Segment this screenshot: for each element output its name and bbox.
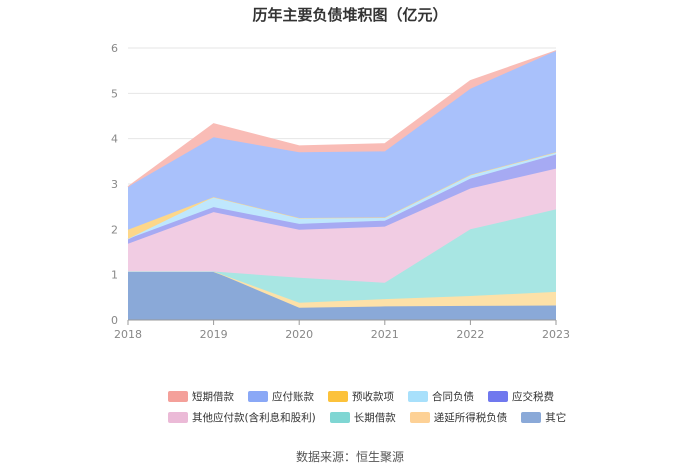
legend-item[interactable]: 其它 bbox=[521, 410, 566, 425]
area-应付账款 bbox=[128, 50, 556, 230]
legend-swatch bbox=[168, 412, 188, 423]
legend-item[interactable]: 长期借款 bbox=[329, 410, 396, 425]
legend-label: 递延所得税负债 bbox=[433, 412, 508, 424]
legend-label: 应付账款 bbox=[272, 391, 314, 403]
area-合同负债 bbox=[128, 152, 556, 239]
y-tick-label: 3 bbox=[111, 178, 118, 191]
x-tick-label: 2023 bbox=[542, 328, 570, 341]
legend-swatch bbox=[488, 391, 508, 402]
legend-item[interactable]: 短期借款 bbox=[168, 389, 234, 404]
area-其他应付款(含利息和股利) bbox=[128, 168, 556, 283]
area-长期借款 bbox=[128, 209, 556, 303]
x-tick-label: 2019 bbox=[200, 328, 228, 341]
legend-row-1: 短期借款 应付账款 预收款项 合同负债 应交税费 bbox=[168, 389, 554, 404]
legend-item[interactable]: 应交税费 bbox=[488, 389, 554, 404]
legend-item[interactable]: 其他应付款(含利息和股利) bbox=[168, 410, 316, 425]
y-tick-label: 0 bbox=[111, 314, 118, 327]
y-tick-label: 1 bbox=[111, 269, 118, 282]
legend-label: 合同负债 bbox=[432, 391, 474, 403]
x-tick-label: 2018 bbox=[114, 328, 142, 341]
legend-swatch bbox=[248, 391, 268, 402]
legend-swatch bbox=[408, 391, 428, 402]
x-tick-label: 2022 bbox=[456, 328, 484, 341]
y-tick-label: 6 bbox=[111, 42, 118, 55]
legend-label: 短期借款 bbox=[192, 391, 234, 403]
area-edge-短期借款 bbox=[127, 50, 557, 188]
x-tick-label: 2020 bbox=[285, 328, 313, 341]
legend-swatch bbox=[521, 412, 542, 423]
y-tick-label: 4 bbox=[111, 133, 118, 146]
y-tick-label: 5 bbox=[111, 87, 118, 100]
area-series bbox=[127, 50, 557, 320]
legend-swatch bbox=[329, 412, 350, 423]
legend-row-2: 其他应付款(含利息和股利) 长期借款 递延所得税负债 其它 bbox=[168, 410, 566, 425]
axes: 0 1 2 3 4 5 6 2018 2019 2020 2021 2022 2023 bbox=[111, 42, 570, 341]
legend-swatch bbox=[409, 412, 430, 423]
legend-label: 长期借款 bbox=[353, 412, 396, 424]
legend-swatch bbox=[168, 391, 188, 402]
y-tick-label: 2 bbox=[111, 223, 118, 236]
legend-label: 预收款项 bbox=[352, 391, 394, 403]
data-source-note: 数据来源：恒生聚源 bbox=[295, 450, 404, 464]
legend-swatch bbox=[328, 391, 348, 402]
legend-item[interactable]: 合同负债 bbox=[408, 389, 474, 404]
legend-item[interactable]: 预收款项 bbox=[328, 389, 394, 404]
legend-item[interactable]: 应付账款 bbox=[248, 389, 314, 404]
area-递延所得税负债 bbox=[128, 271, 556, 308]
area-其它 bbox=[128, 271, 556, 320]
chart-title: 历年主要负债堆积图（亿元） bbox=[252, 6, 448, 24]
legend-item[interactable]: 递延所得税负债 bbox=[409, 410, 508, 425]
area-应交税费 bbox=[128, 154, 556, 244]
legend-label: 其它 bbox=[545, 412, 567, 424]
legend-label: 应交税费 bbox=[512, 391, 554, 403]
legend-label: 其他应付款(含利息和股利) bbox=[192, 412, 316, 424]
x-tick-label: 2021 bbox=[371, 328, 399, 341]
